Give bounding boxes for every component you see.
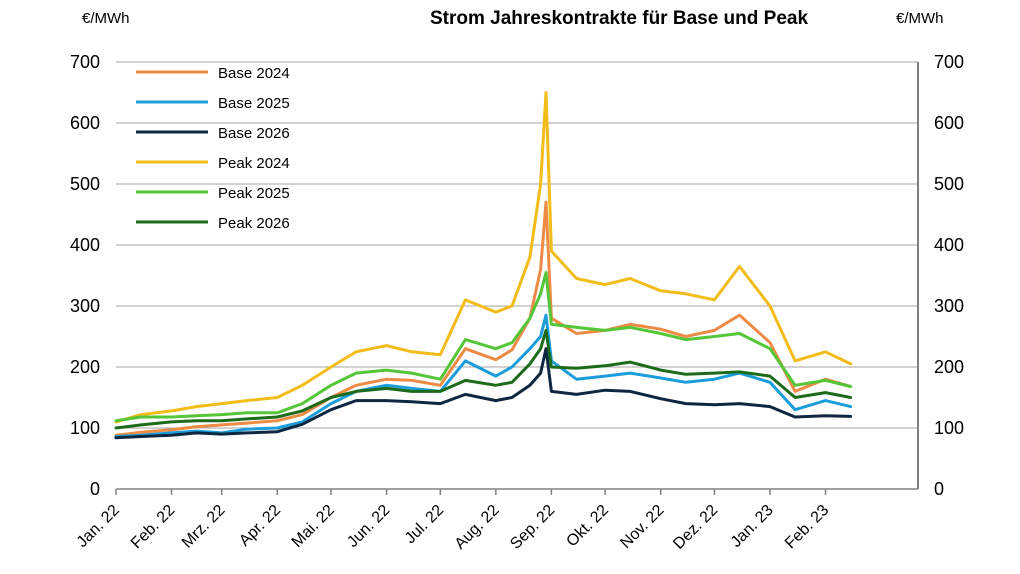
x-tick-label: Aug. 22 [452,502,503,553]
series-line-base-2024 [114,200,853,437]
y-tick-right-300: 300 [934,296,964,316]
chart-title: Strom Jahreskontrakte für Base und Peak [430,8,809,29]
x-tick-label: Apr. 22 [236,502,284,550]
y-tick-left-0: 0 [90,479,100,499]
y-tick-right-500: 500 [934,174,964,194]
legend-label: Peak 2026 [218,215,290,232]
legend-label: Peak 2024 [218,155,290,172]
series-line-peak-2025 [114,271,853,423]
y-tick-right-0: 0 [934,479,944,499]
y-tick-right-200: 200 [934,357,964,377]
y-tick-left-500: 500 [70,174,100,194]
y-tick-left-700: 700 [70,52,100,72]
legend-label: Base 2026 [218,125,290,142]
y-tick-left-200: 200 [70,357,100,377]
x-tick-label: Sep. 22 [507,502,558,553]
legend-label: Base 2025 [218,95,290,112]
series-line-peak-2024 [114,91,853,424]
x-tick-label: Jun. 22 [344,502,393,551]
x-tick-label: Dez. 22 [670,502,721,553]
y-tick-right-700: 700 [934,52,964,72]
x-tick-label: Jan. 23 [728,502,777,551]
y-tick-right-600: 600 [934,113,964,133]
x-tick-label: Nov. 22 [617,502,667,552]
x-tick-label: Jan. 22 [74,502,123,551]
x-tick-label: Feb. 23 [782,502,832,552]
x-tick-label: Mai. 22 [289,502,338,551]
x-tick-label: Mrz. 22 [179,502,229,552]
y-axis-unit-left: €/MWh [82,10,130,27]
x-tick-label: Jul. 22 [402,502,447,547]
y-tick-left-100: 100 [70,418,100,438]
series-line-peak-2026 [114,328,853,430]
y-tick-right-100: 100 [934,418,964,438]
series-line-base-2025 [114,313,853,438]
y-axis-unit-right: €/MWh [896,10,944,27]
y-tick-left-600: 600 [70,113,100,133]
series-line-base-2026 [114,347,853,440]
legend-label: Base 2024 [218,65,290,82]
legend-label: Peak 2025 [218,185,290,202]
y-tick-right-400: 400 [934,235,964,255]
x-tick-label: Okt. 22 [563,502,612,551]
y-tick-left-400: 400 [70,235,100,255]
x-tick-label: Feb. 22 [128,502,178,552]
y-tick-left-300: 300 [70,296,100,316]
